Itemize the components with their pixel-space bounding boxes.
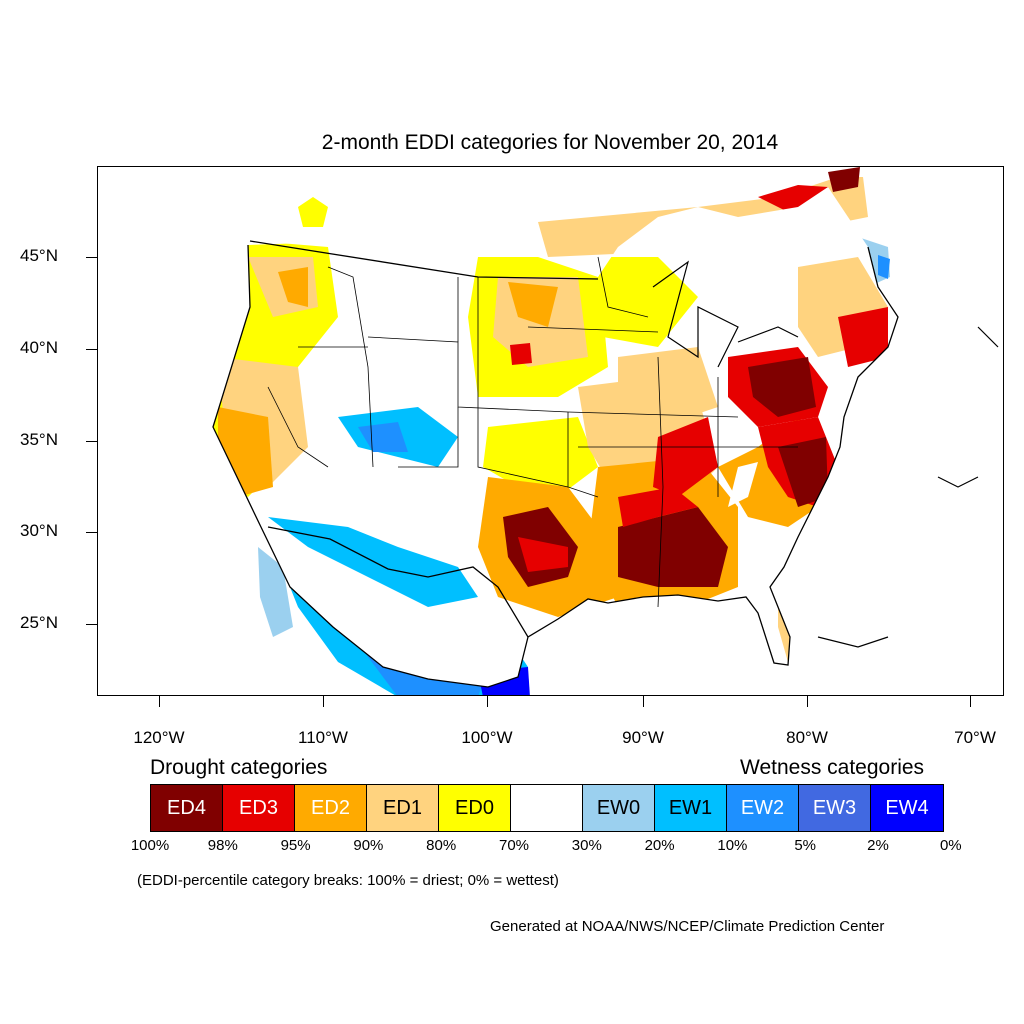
wetness-heading: Wetness categories (740, 756, 925, 779)
legend-cell-ed1: ED1 (367, 785, 439, 831)
lon-label: 90°W (622, 728, 664, 747)
lat-tick (86, 441, 97, 442)
conus-fields (213, 187, 898, 687)
legend-break-label: 100% (130, 837, 170, 854)
legend-break-label: 98% (207, 837, 238, 854)
legend-cell-ed0: ED0 (439, 785, 511, 831)
eddi-map (212, 167, 999, 695)
legend-break-label: 95% (280, 837, 311, 854)
legend-cell-ew1: EW1 (655, 785, 727, 831)
legend-cell-neutral (511, 785, 583, 831)
legend-break-label: 10% (717, 837, 748, 854)
lon-label: 70°W (954, 728, 996, 747)
legend-cell-ed3: ED3 (223, 785, 295, 831)
lon-label: 80°W (786, 728, 828, 747)
lon-label: 120°W (133, 728, 185, 747)
legend-break-label: 70% (498, 837, 530, 854)
lon-tick (970, 696, 971, 707)
boundaries (212, 240, 999, 688)
legend-break-label: 0% (939, 837, 962, 854)
lon-tick (159, 696, 160, 707)
map-frame (97, 166, 1004, 696)
legend-cell-ew0: EW0 (583, 785, 655, 831)
lon-tick (323, 696, 324, 707)
lat-tick (86, 349, 97, 350)
legend-break-label: 2% (867, 837, 889, 854)
legend-note: (EDDI-percentile category breaks: 100% =… (137, 872, 559, 889)
lat-tick (86, 257, 97, 258)
lon-tick (487, 696, 488, 707)
legend-break-label: 20% (644, 837, 675, 854)
legend-break-label: 90% (353, 837, 384, 854)
legend-break-label: 5% (794, 837, 817, 854)
legend-break-label: 80% (426, 837, 457, 854)
lat-tick (86, 624, 97, 625)
legend-cell-ew3: EW3 (799, 785, 871, 831)
map-title: 2-month EDDI categories for November 20,… (321, 131, 779, 154)
legend-cell-ew4: EW4 (871, 785, 943, 831)
lon-tick (807, 696, 808, 707)
lat-label: 45°N (20, 246, 58, 265)
credit-text: Generated at NOAA/NWS/NCEP/Climate Predi… (490, 918, 885, 935)
lat-label: 30°N (20, 521, 58, 540)
lon-label: 110°W (298, 728, 348, 747)
legend-cell-ed4: ED4 (151, 785, 223, 831)
lat-label: 25°N (20, 613, 58, 632)
legend-cell-ew2: EW2 (727, 785, 799, 831)
drought-heading: Drought categories (150, 756, 328, 779)
lat-tick (86, 532, 97, 533)
lat-label: 35°N (20, 430, 58, 449)
lon-tick (643, 696, 644, 707)
legend-colorbar: ED4 ED3 ED2 ED1 ED0 EW0 EW1 EW2 EW3 EW4 (150, 784, 944, 832)
lat-label: 40°N (20, 338, 58, 357)
lon-label: 100°W (461, 728, 513, 747)
legend-cell-ed2: ED2 (295, 785, 367, 831)
legend-break-label: 30% (571, 837, 602, 854)
